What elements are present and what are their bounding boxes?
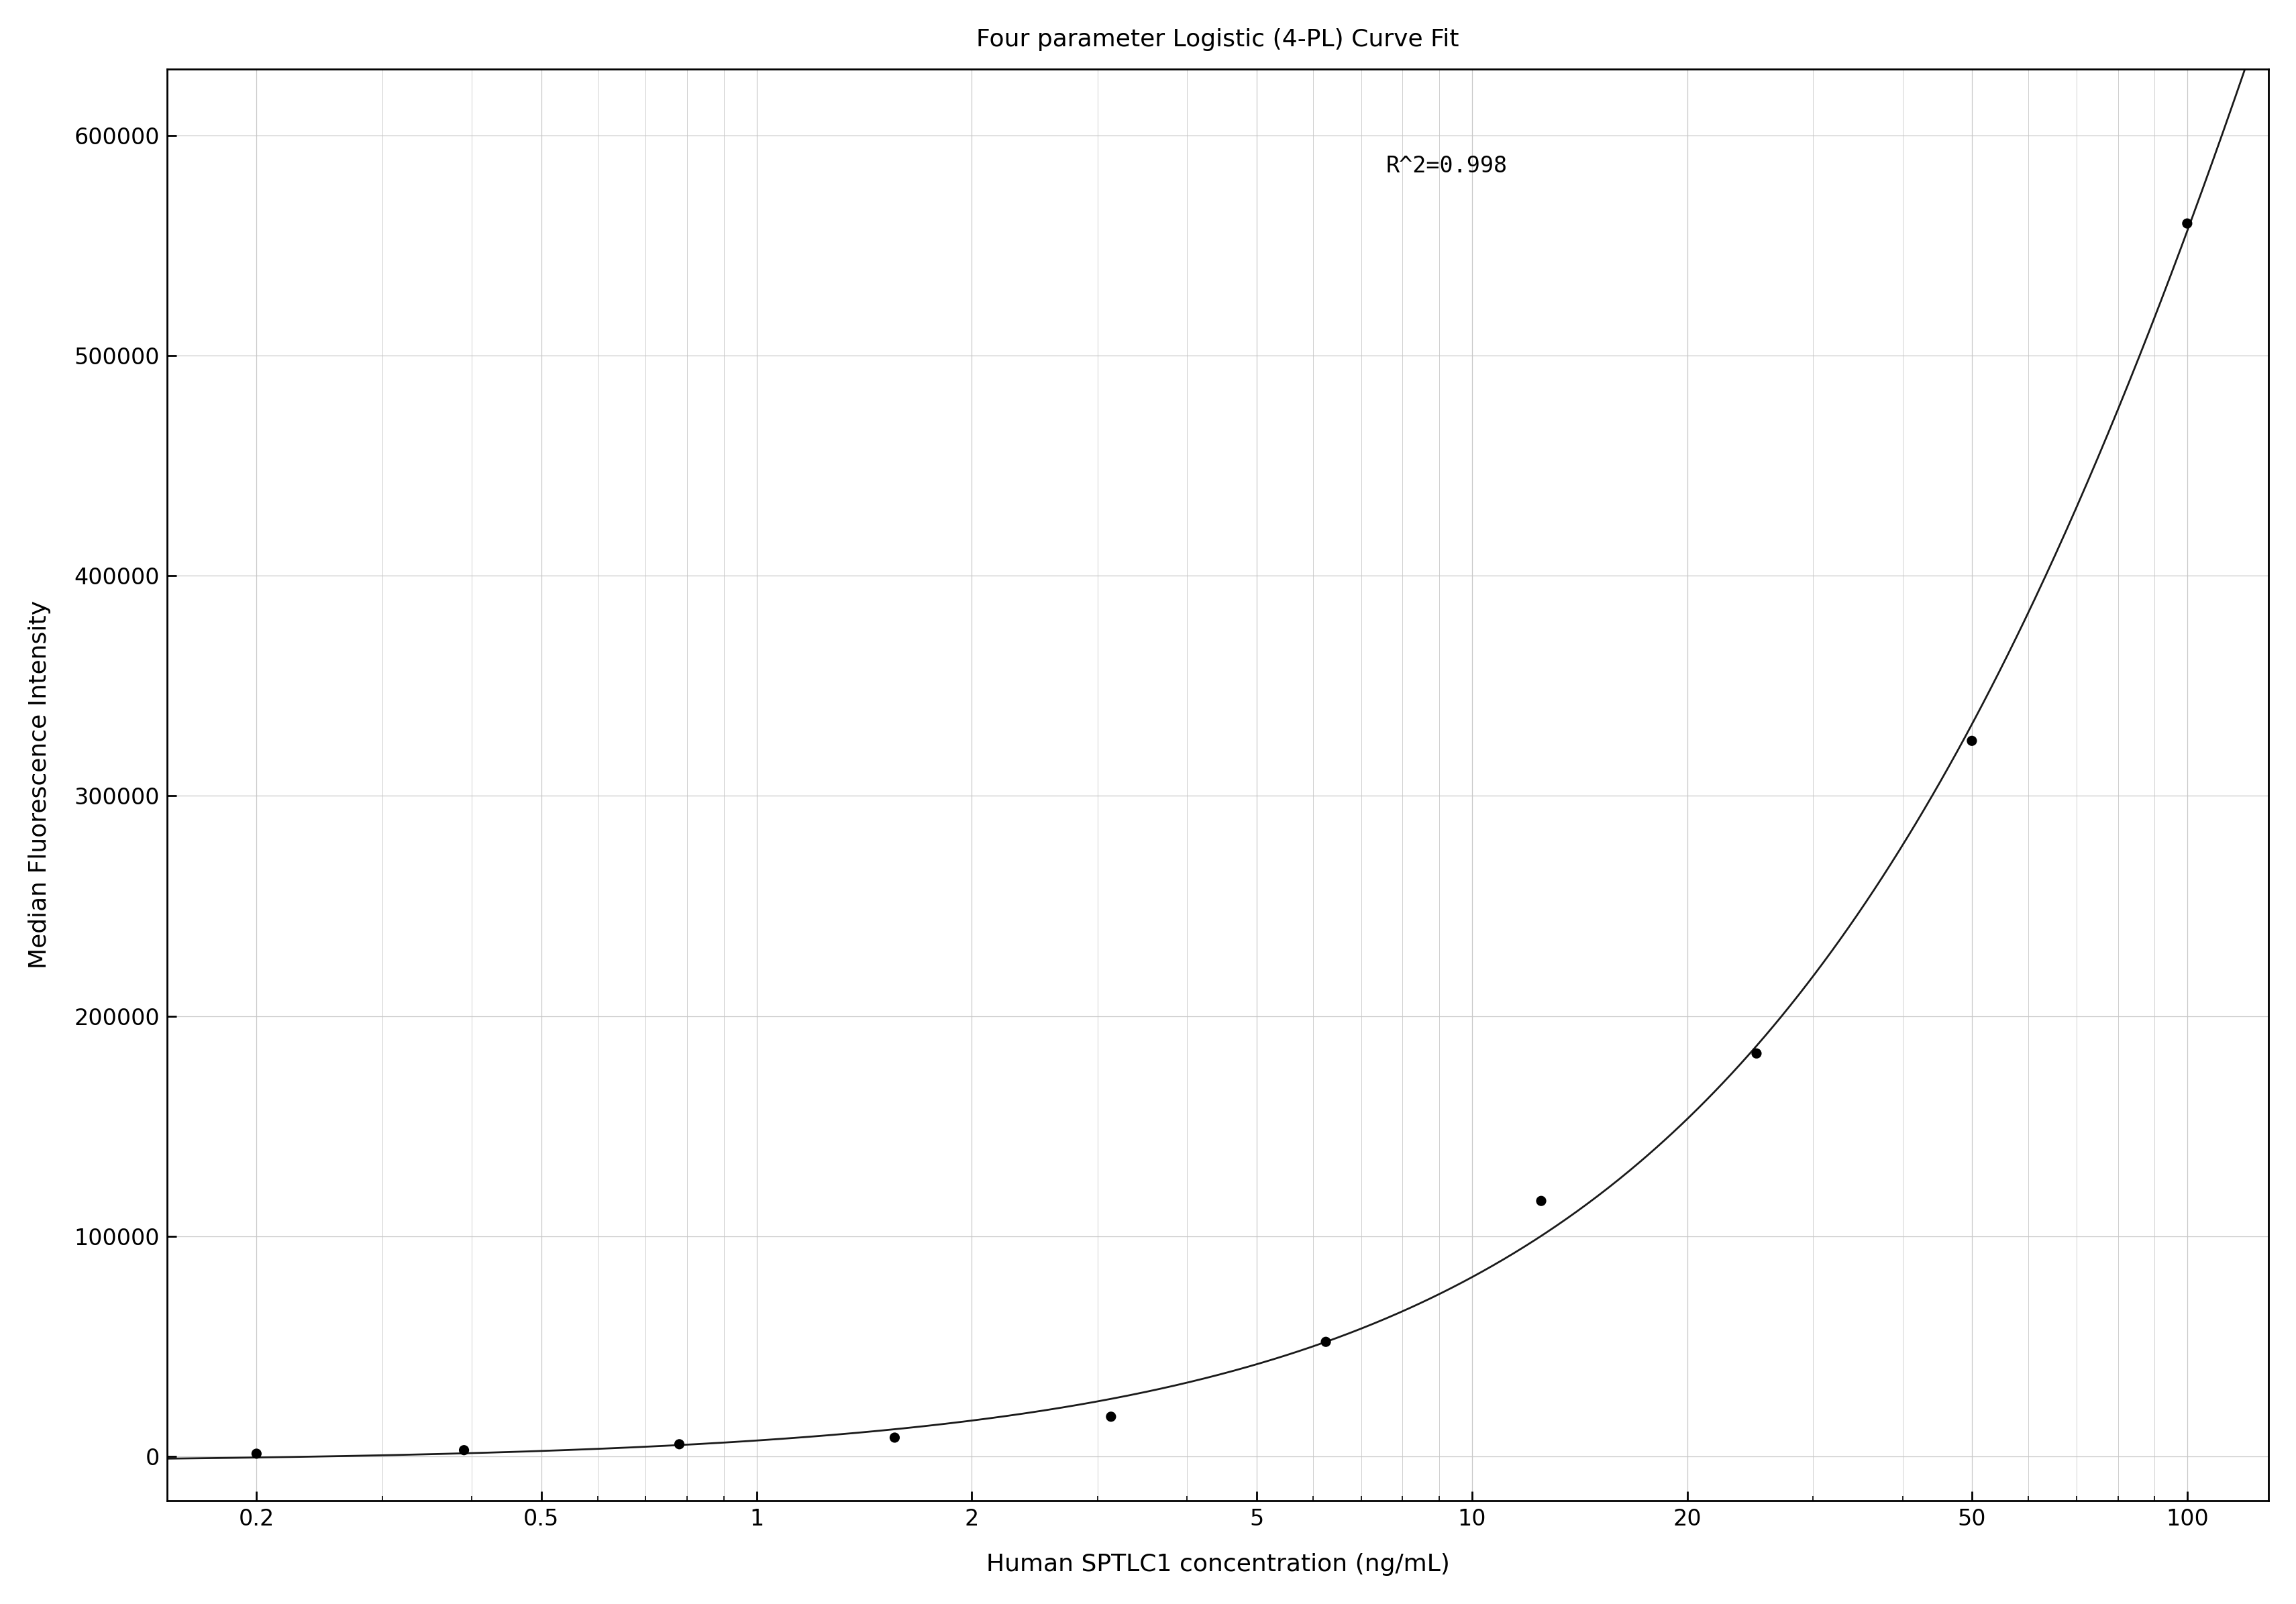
Point [1093, 1404, 1130, 1429]
Point [1738, 1041, 1775, 1067]
Text: R^2=0.998: R^2=0.998 [1387, 156, 1506, 178]
Title: Four parameter Logistic (4-PL) Curve Fit: Four parameter Logistic (4-PL) Curve Fit [976, 27, 1458, 51]
Point [1306, 1330, 1343, 1355]
Y-axis label: Median Fluorescence Intensity: Median Fluorescence Intensity [28, 602, 51, 969]
Point [445, 1437, 482, 1463]
Point [877, 1424, 914, 1450]
Point [2167, 210, 2204, 236]
Point [661, 1431, 698, 1456]
X-axis label: Human SPTLC1 concentration (ng/mL): Human SPTLC1 concentration (ng/mL) [985, 1553, 1449, 1577]
Point [239, 1440, 276, 1466]
Point [1522, 1189, 1559, 1214]
Point [1954, 728, 1991, 754]
